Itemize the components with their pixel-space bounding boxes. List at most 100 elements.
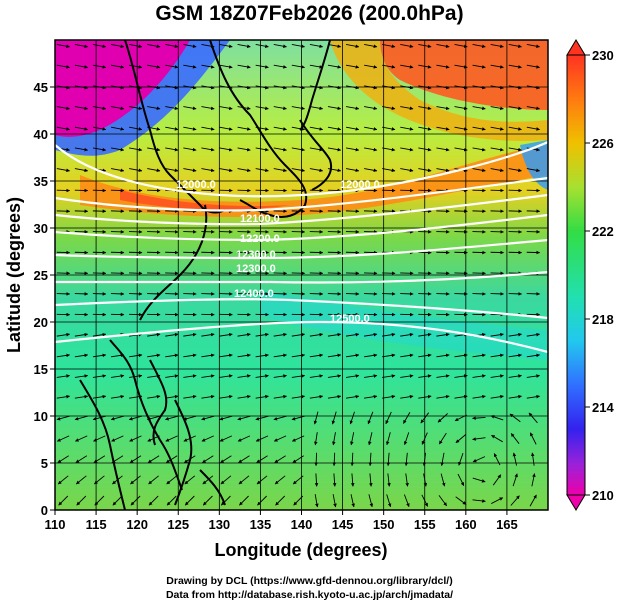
coastline <box>79 379 126 510</box>
wind-arrow <box>129 353 143 358</box>
wind-arrow <box>508 353 522 358</box>
colorbar-tick-label: 214 <box>592 400 614 415</box>
wind-arrow <box>313 411 319 425</box>
wind-arrow <box>291 435 305 442</box>
wind-arrow <box>382 168 396 173</box>
y-tick-label: 40 <box>34 127 48 142</box>
map-title: GSM 18Z07Feb2026 (200.0hPa) <box>155 2 464 25</box>
wind-arrow <box>314 494 319 508</box>
wind-arrow <box>454 374 468 378</box>
wind-arrow <box>92 147 107 152</box>
height-contour-line <box>55 238 548 260</box>
wind-arrow <box>454 106 468 111</box>
wind-arrow <box>274 475 286 485</box>
wind-arrow <box>273 64 287 69</box>
wind-arrow <box>219 435 233 442</box>
wind-arrow <box>350 494 355 508</box>
wind-arrow <box>369 473 373 487</box>
wind-arrow <box>472 106 486 111</box>
wind-arrow <box>148 475 159 485</box>
wind-arrow <box>509 413 521 423</box>
wind-arrow <box>291 374 305 378</box>
wind-arrow <box>255 168 269 173</box>
wind-arrow <box>309 332 324 337</box>
wind-arrow <box>256 475 268 485</box>
wind-arrow <box>309 147 324 152</box>
wind-arrow <box>436 147 450 152</box>
wind-arrow <box>491 434 503 443</box>
wind-arrow <box>147 353 161 358</box>
wind-arrow <box>183 44 197 48</box>
wind-arrow <box>472 168 486 173</box>
wind-arrow <box>327 374 342 378</box>
x-tick-label: 140 <box>291 517 313 532</box>
wind-arrow <box>455 434 467 444</box>
wind-arrow <box>436 353 450 358</box>
wind-arrow <box>526 353 540 358</box>
contour-label: 12400.0 <box>234 288 274 300</box>
wind-arrow <box>219 64 233 69</box>
y-axis-ticks: 0 5 10 15 20 25 30 35 40 45 <box>34 80 55 518</box>
wind-arrow <box>147 332 161 337</box>
coastline <box>109 339 183 491</box>
colorbar-tick-label: 218 <box>592 312 614 327</box>
wind-arrow <box>490 106 504 111</box>
wind-arrow <box>56 415 70 421</box>
wind-arrow <box>349 411 355 425</box>
wind-arrow <box>490 374 504 378</box>
x-tick-label: 120 <box>126 517 148 532</box>
wind-arrow <box>165 415 179 421</box>
wind-arrow <box>400 147 414 152</box>
wind-arrow <box>129 106 143 111</box>
wind-arrow <box>436 332 450 337</box>
x-axis-ticks: 110 115 120 125 130 135 140 145 150 155 160 165 <box>45 510 518 532</box>
wind-arrow <box>472 437 486 441</box>
wind-arrow <box>364 374 378 378</box>
wind-arrow <box>350 452 355 467</box>
wind-arrow <box>183 374 197 378</box>
wind-arrow <box>490 415 504 421</box>
wind-arrow <box>386 432 391 446</box>
y-tick-label: 25 <box>34 268 48 283</box>
wind-arrow <box>92 394 107 399</box>
wind-arrow <box>508 106 522 111</box>
wind-arrow <box>165 374 179 378</box>
coastline <box>209 40 308 218</box>
wind-arrow <box>57 455 69 464</box>
colorbar-top-arrow <box>566 39 586 56</box>
colorbar-tick-label: 226 <box>592 136 614 151</box>
wind-arrow <box>237 374 251 378</box>
wind-arrow <box>129 147 143 152</box>
wind-arrow <box>367 411 374 425</box>
wind-arrow <box>238 475 250 485</box>
wind-arrow <box>129 126 143 131</box>
wind-arrow <box>291 353 305 358</box>
wind-arrow <box>291 394 305 399</box>
wind-arrow <box>455 496 467 505</box>
wind-arrow <box>309 44 324 48</box>
wind-arrow <box>74 44 89 48</box>
wind-arrow <box>436 44 450 48</box>
wind-arrow <box>386 494 392 508</box>
wind-arrow <box>165 455 178 464</box>
wind-arrow <box>345 106 360 111</box>
wind-arrow <box>400 64 414 69</box>
wind-arrow <box>472 64 486 69</box>
wind-arrow <box>331 411 337 425</box>
wind-arrow <box>75 455 88 464</box>
wind-arrow <box>526 332 540 337</box>
wind-arrow <box>436 106 450 111</box>
wind-arrow <box>490 64 504 69</box>
contour-label: 12200.0 <box>240 233 280 245</box>
wind-arrow <box>490 44 504 48</box>
wind-arrow <box>273 435 287 442</box>
wind-arrow <box>436 394 450 399</box>
wind-arrow <box>238 455 250 464</box>
wind-arrow <box>74 332 89 337</box>
wind-arrow <box>387 473 391 487</box>
contour-label: 12300.0 <box>236 249 276 261</box>
wind-arrow <box>255 44 269 48</box>
wind-arrow <box>273 374 287 378</box>
wind-arrow <box>273 44 287 48</box>
